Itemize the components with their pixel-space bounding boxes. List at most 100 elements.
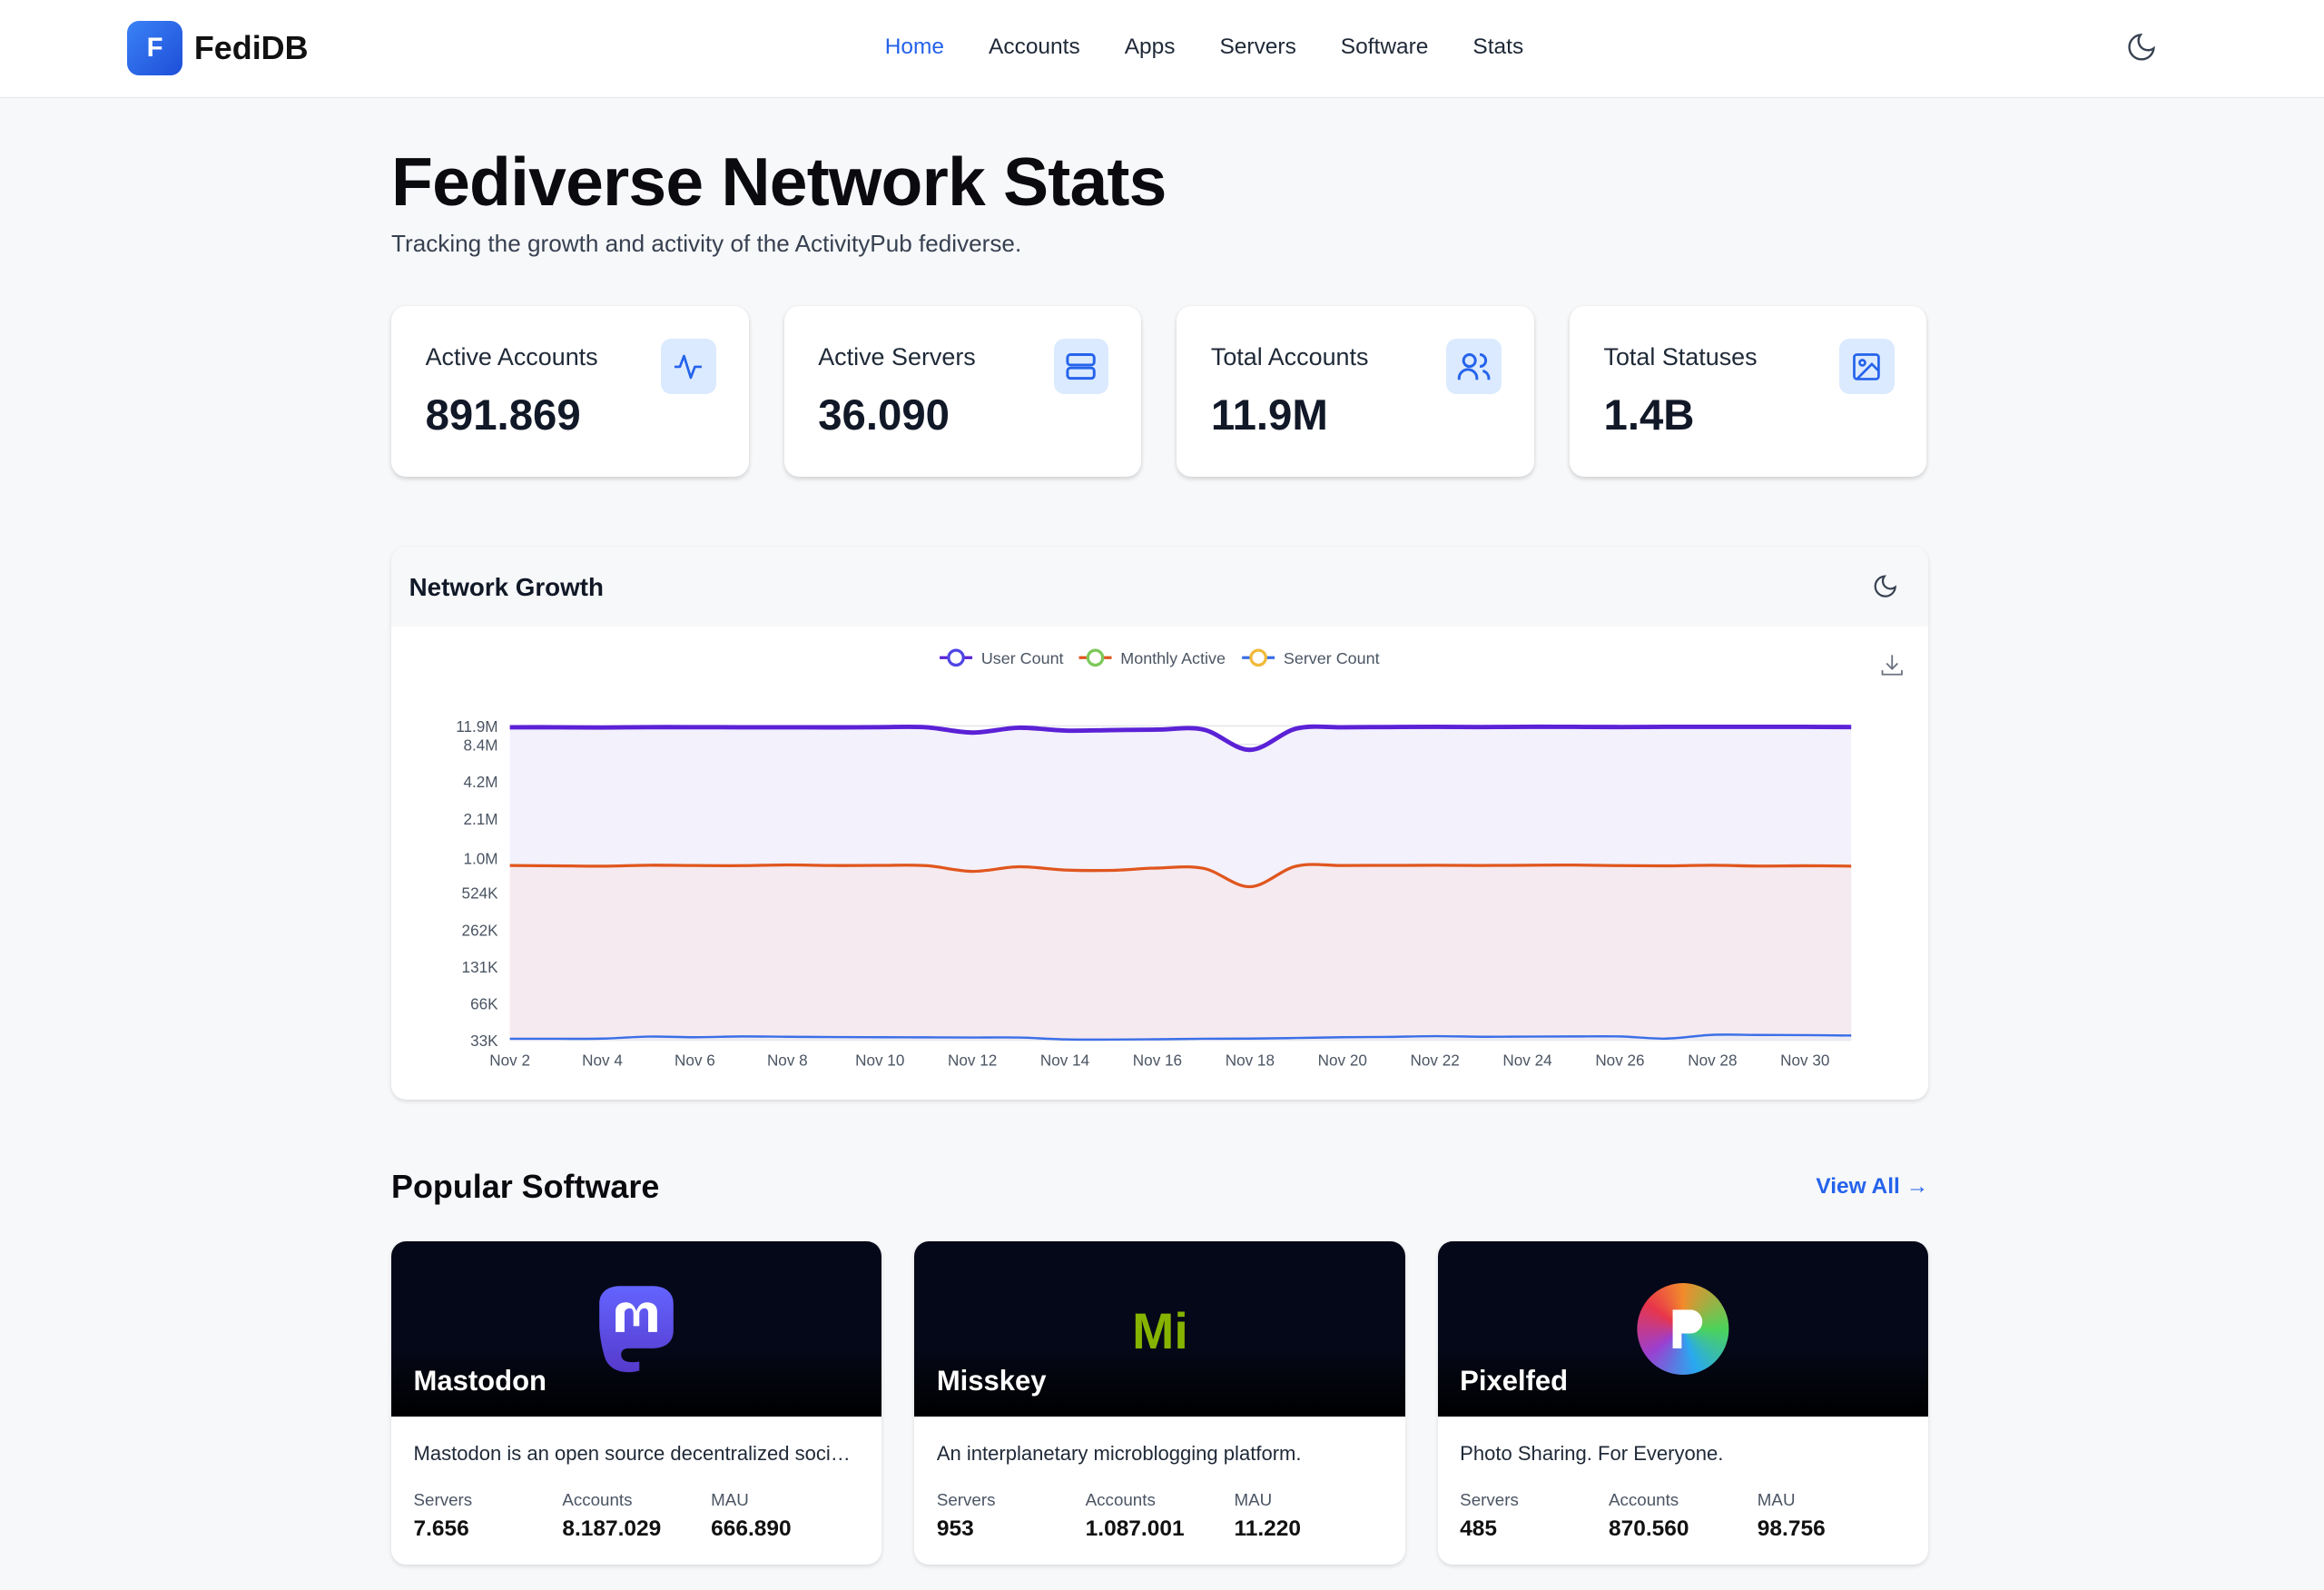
nav-software[interactable]: Software (1340, 34, 1429, 59)
accounts-label: Accounts (1608, 1490, 1679, 1510)
activity-icon (661, 339, 716, 394)
card-body: Photo Sharing. For Everyone. Servers 485 … (1438, 1417, 1928, 1565)
card-banner: Pixelfed (1437, 1241, 1929, 1417)
servers-value: 485 (1460, 1516, 1498, 1541)
servers-label: Servers (936, 1490, 996, 1510)
page-title: Fediverse Network Stats (391, 143, 1167, 220)
svg-text:Mi: Mi (1132, 1303, 1188, 1359)
x-tick-label: Nov 22 (1411, 1051, 1460, 1069)
x-tick-label: Nov 16 (1133, 1051, 1182, 1069)
stat-value: 1.4B (1603, 391, 1695, 440)
nav-apps[interactable]: Apps (1124, 34, 1176, 59)
y-tick-label: 1.0M (464, 850, 498, 868)
stat-card-active-servers: Active Servers 36.090 (783, 306, 1142, 478)
main-content: Fediverse Network Stats Tracking the gro… (391, 98, 1929, 1565)
card-banner: Mastodon (391, 1241, 882, 1417)
nav-home[interactable]: Home (884, 34, 945, 59)
y-tick-label: 4.2M (464, 773, 498, 791)
legend-label: Monthly Active (1120, 649, 1226, 667)
brand-logo[interactable]: F FediDB (127, 20, 309, 76)
accounts-value: 8.187.029 (562, 1516, 662, 1541)
legend-label: Server Count (1284, 649, 1380, 667)
y-tick-label: 131K (462, 958, 499, 976)
software-card-pixelfed[interactable]: Pixelfed Photo Sharing. For Everyone. Se… (1437, 1241, 1929, 1565)
x-tick-label: Nov 2 (489, 1051, 530, 1069)
x-tick-label: Nov 28 (1688, 1051, 1737, 1069)
series-area-server-count (509, 1034, 1852, 1041)
popular-software-header: Popular Software View All → (391, 1168, 1928, 1206)
stat-value: 11.9M (1210, 391, 1328, 440)
y-tick-label: 33K (470, 1032, 498, 1050)
y-tick-label: 262K (462, 921, 499, 939)
mau-value: 666.890 (711, 1516, 792, 1541)
nav-servers[interactable]: Servers (1219, 34, 1296, 59)
series-line-user-count (509, 724, 1852, 753)
misskey-logo-icon: Mi (1132, 1303, 1188, 1359)
series-area-monthly-active (509, 864, 1852, 1041)
image-icon (1839, 339, 1895, 394)
x-tick-label: Nov 6 (675, 1051, 715, 1069)
x-tick-label: Nov 12 (948, 1051, 997, 1069)
mau-label: MAU (711, 1490, 749, 1510)
stat-card-total-accounts: Total Accounts 11.9M (1177, 306, 1534, 478)
stat-label: Active Servers (818, 343, 976, 371)
software-card-mastodon[interactable]: Mastodon Mastodon is an open source dece… (391, 1241, 882, 1565)
card-banner: Mi Misskey (914, 1241, 1405, 1417)
view-all-link[interactable]: View All → (1816, 1173, 1929, 1199)
accounts-value: 870.560 (1608, 1516, 1689, 1541)
pixelfed-logo-icon (1637, 1282, 1729, 1376)
page-subtitle: Tracking the growth and activity of the … (391, 229, 1022, 257)
chart-theme-moon-icon[interactable] (1872, 573, 1898, 599)
mau-value: 11.220 (1234, 1516, 1302, 1541)
accounts-value: 1.087.001 (1085, 1516, 1185, 1541)
brand-name: FediDB (193, 29, 309, 67)
mastodon-logo-icon (599, 1286, 675, 1372)
stat-card-total-statuses: Total Statuses 1.4B (1569, 306, 1927, 478)
software-cards: Mastodon Mastodon is an open source dece… (391, 1241, 1929, 1565)
software-name: Pixelfed (1460, 1364, 1569, 1397)
accounts-label: Accounts (562, 1490, 633, 1510)
mau-label: MAU (1234, 1490, 1273, 1510)
servers-label: Servers (1460, 1490, 1519, 1510)
y-tick-label: 8.4M (464, 736, 498, 754)
software-description: Photo Sharing. For Everyone. (1460, 1441, 1724, 1465)
network-growth-card: Network Growth 33K 66K 131K 262K 524K 1.0M 2.1… (391, 546, 1929, 1100)
servers-value: 7.656 (413, 1516, 469, 1541)
y-tick-label: 66K (470, 994, 498, 1012)
x-tick-label: Nov 4 (582, 1051, 623, 1069)
x-tick-label: Nov 30 (1780, 1051, 1829, 1069)
x-tick-label: Nov 14 (1040, 1051, 1090, 1069)
top-nav-bar: F FediDB Home Accounts Apps Servers Soft… (0, 0, 2324, 98)
nav-accounts[interactable]: Accounts (989, 34, 1080, 59)
y-tick-label: 11.9M (456, 717, 497, 736)
chart-header: Network Growth (391, 546, 1929, 627)
software-card-misskey[interactable]: Mi Misskey An interplanetary microbloggi… (914, 1241, 1405, 1565)
stat-card-active-accounts: Active Accounts 891.869 (391, 306, 749, 478)
x-tick-label: Nov 18 (1226, 1051, 1275, 1069)
x-tick-label: Nov 10 (855, 1051, 904, 1069)
stat-cards: Active Accounts 891.869 Active Servers 3… (391, 306, 1928, 478)
stat-label: Total Accounts (1210, 343, 1369, 371)
users-icon (1446, 339, 1502, 394)
stat-value: 891.869 (425, 391, 581, 440)
y-tick-label: 2.1M (464, 810, 498, 828)
mau-label: MAU (1757, 1490, 1796, 1510)
legend-marker (1086, 648, 1105, 667)
download-icon[interactable] (1881, 653, 1903, 676)
software-name: Mastodon (413, 1364, 547, 1397)
logo-icon: F (127, 20, 182, 76)
servers-value: 953 (936, 1516, 974, 1541)
legend-marker (947, 648, 965, 667)
server-icon (1053, 339, 1109, 394)
mau-value: 98.756 (1757, 1516, 1826, 1541)
legend-label: User Count (981, 649, 1064, 667)
dark-mode-toggle-moon-icon[interactable] (2125, 31, 2158, 64)
stat-label: Active Accounts (425, 343, 598, 371)
legend-marker (1249, 648, 1267, 667)
stat-value: 36.090 (818, 391, 950, 440)
nav-stats[interactable]: Stats (1472, 34, 1524, 59)
chart-title: Network Growth (409, 573, 604, 602)
section-title: Popular Software (391, 1167, 660, 1205)
software-name: Misskey (936, 1364, 1047, 1397)
software-description: Mastodon is an open source decentralized… (413, 1441, 860, 1465)
